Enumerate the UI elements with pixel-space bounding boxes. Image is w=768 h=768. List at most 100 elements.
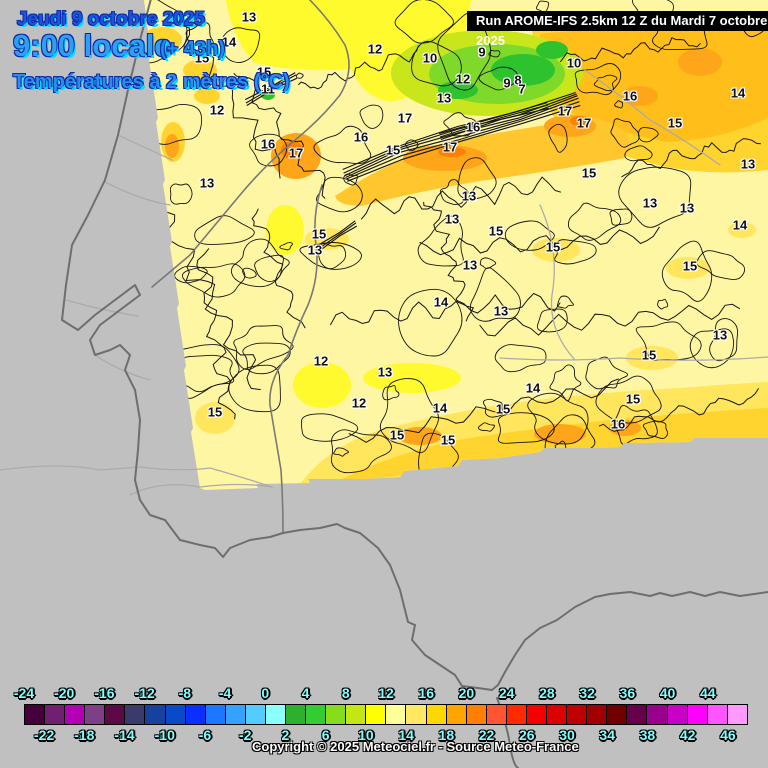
- contour-line: [295, 72, 304, 79]
- colorbar-tick-label: 36: [619, 685, 636, 701]
- temp-value-label: 16: [622, 88, 638, 104]
- contour-line: [346, 101, 580, 180]
- colorbar-tick-label: 26: [518, 727, 535, 743]
- contour-line: [233, 72, 326, 199]
- contour-line: [347, 104, 581, 182]
- temp-value-label: 13: [377, 364, 393, 380]
- colorbar-tick-label: 16: [418, 685, 435, 701]
- colorbar-tick-label: 18: [438, 727, 455, 743]
- contour-line: [249, 133, 288, 167]
- colorbar-cell: [205, 705, 226, 724]
- zone-gold: [144, 27, 182, 53]
- zone-orange-deep: [678, 48, 722, 76]
- contour-line: [614, 405, 658, 445]
- colorbar-tick-label: -6: [198, 727, 212, 743]
- contour-line: [548, 123, 568, 153]
- contour-line: [251, 208, 306, 329]
- colorbar-cell: [727, 705, 747, 724]
- colorbar-tick-label: 34: [599, 727, 616, 743]
- forecast-time: 9:00 locale: [13, 28, 172, 63]
- colorbar-cell: [225, 705, 246, 724]
- contour-line: [299, 242, 362, 270]
- admin-borders: [0, 69, 768, 496]
- contour-line: [527, 392, 589, 445]
- temp-value-label: 11: [261, 81, 275, 97]
- contour-line: [479, 257, 497, 269]
- contour-line: [554, 239, 597, 265]
- zone-orange: [165, 134, 179, 158]
- colorbar-cell: [587, 705, 608, 724]
- contour-line: [245, 74, 297, 104]
- temp-value-label: 14: [433, 294, 449, 310]
- temp-value-label: 13: [740, 156, 756, 172]
- contour-line: [279, 242, 293, 251]
- contour-line: [244, 72, 296, 101]
- contour-line: [488, 50, 501, 58]
- coastline: [61, 0, 768, 691]
- colorbar-tick-label: -14: [114, 727, 135, 743]
- contour-line: [618, 166, 692, 228]
- contour-line: [469, 267, 521, 322]
- temp-value-label: 17: [397, 110, 413, 126]
- contour-line: [567, 202, 622, 241]
- colorbar-cell: [446, 705, 467, 724]
- contour-line: [419, 226, 660, 256]
- contour-line: [242, 342, 291, 375]
- temp-value-label: 8: [514, 72, 522, 88]
- isotherm-contours: [144, 0, 765, 482]
- contour-line: [574, 63, 622, 96]
- temp-value-label: 16: [260, 136, 276, 152]
- temp-value-label: 17: [557, 103, 573, 119]
- colorbar-tick-label: 8: [341, 685, 350, 701]
- temp-value-label: 12: [455, 71, 471, 87]
- contour-line: [621, 138, 761, 178]
- contour-line: [174, 265, 208, 284]
- run-info-box: Run AROME-IFS 2.5km 12 Z du Mardi 7 octo…: [467, 11, 768, 48]
- colorbar-tick-label: -10: [154, 727, 175, 743]
- contour-line: [329, 292, 561, 326]
- colorbar-tick-label: -20: [54, 685, 75, 701]
- temp-value-label: 13: [436, 90, 452, 106]
- contour-line: [642, 420, 669, 439]
- contour-line: [417, 215, 464, 267]
- zone-green: [536, 41, 568, 59]
- temp-value-label: 14: [732, 217, 748, 233]
- contour-line: [536, 308, 568, 333]
- colorbar-tick-label: -4: [218, 685, 232, 701]
- zone-gold: [532, 238, 580, 262]
- temp-value-label: 15: [581, 165, 597, 181]
- colorbar-cell: [45, 705, 66, 724]
- contour-line: [709, 318, 739, 362]
- temp-value-label: 15: [385, 142, 401, 158]
- colorbar-cell: [265, 705, 287, 724]
- temp-value-label: 13: [642, 195, 658, 211]
- colorbar-cell: [607, 705, 628, 724]
- contour-line: [477, 422, 496, 432]
- variable-title: Températures à 2 mètres (°C): [13, 71, 290, 93]
- contour-line: [482, 398, 504, 418]
- colorbar-cell: [567, 705, 588, 724]
- contour-line: [689, 328, 735, 369]
- zone-gold: [194, 88, 220, 104]
- contour-line: [345, 97, 579, 179]
- temp-value-label: 10: [422, 50, 438, 66]
- contour-line: [382, 385, 400, 401]
- contour-line: [494, 344, 547, 373]
- contour-line: [343, 173, 359, 186]
- contour-line: [318, 225, 358, 252]
- zone-orange-deep: [438, 147, 466, 157]
- contour-line: [181, 263, 246, 298]
- colorbar-cell: [125, 705, 146, 724]
- zone-bright-yellow: [293, 362, 351, 408]
- colorbar-cell: [486, 705, 507, 724]
- contour-line: [559, 37, 701, 63]
- temp-value-label: 14: [730, 85, 746, 101]
- contour-line: [497, 412, 555, 444]
- zone-orange: [534, 424, 586, 444]
- colorbar-tick-label: -16: [94, 685, 115, 701]
- contour-line: [158, 210, 261, 391]
- colorbar-cell: [366, 705, 387, 724]
- temp-value-label: 15: [440, 432, 456, 448]
- forecast-date: Jeudi 9 octobre 2025: [17, 9, 205, 30]
